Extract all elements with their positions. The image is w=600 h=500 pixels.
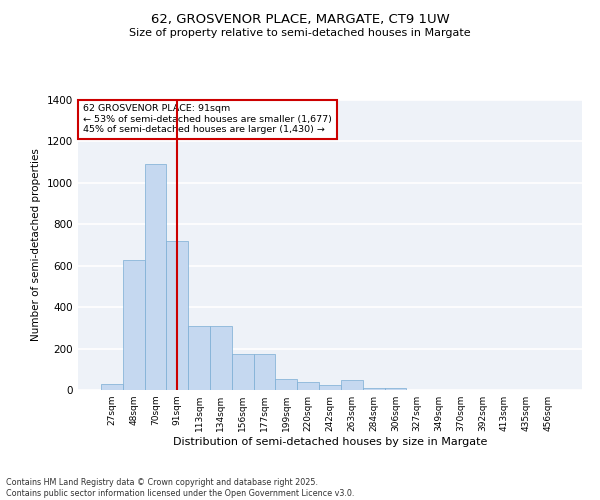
Text: Size of property relative to semi-detached houses in Margate: Size of property relative to semi-detach… bbox=[129, 28, 471, 38]
Bar bbox=[254, 354, 275, 390]
Bar bbox=[232, 354, 254, 390]
Bar bbox=[166, 241, 188, 390]
Bar bbox=[385, 388, 406, 390]
Bar bbox=[341, 380, 363, 390]
Bar bbox=[188, 326, 210, 390]
Text: 62, GROSVENOR PLACE, MARGATE, CT9 1UW: 62, GROSVENOR PLACE, MARGATE, CT9 1UW bbox=[151, 12, 449, 26]
Bar bbox=[123, 260, 145, 390]
Text: Contains HM Land Registry data © Crown copyright and database right 2025.
Contai: Contains HM Land Registry data © Crown c… bbox=[6, 478, 355, 498]
Text: 62 GROSVENOR PLACE: 91sqm
← 53% of semi-detached houses are smaller (1,677)
45% : 62 GROSVENOR PLACE: 91sqm ← 53% of semi-… bbox=[83, 104, 332, 134]
Bar bbox=[319, 385, 341, 390]
Bar bbox=[210, 326, 232, 390]
Bar bbox=[145, 164, 166, 390]
Y-axis label: Number of semi-detached properties: Number of semi-detached properties bbox=[31, 148, 41, 342]
Bar bbox=[297, 382, 319, 390]
Bar bbox=[363, 388, 385, 390]
X-axis label: Distribution of semi-detached houses by size in Margate: Distribution of semi-detached houses by … bbox=[173, 437, 487, 447]
Bar bbox=[275, 378, 297, 390]
Bar bbox=[101, 384, 123, 390]
